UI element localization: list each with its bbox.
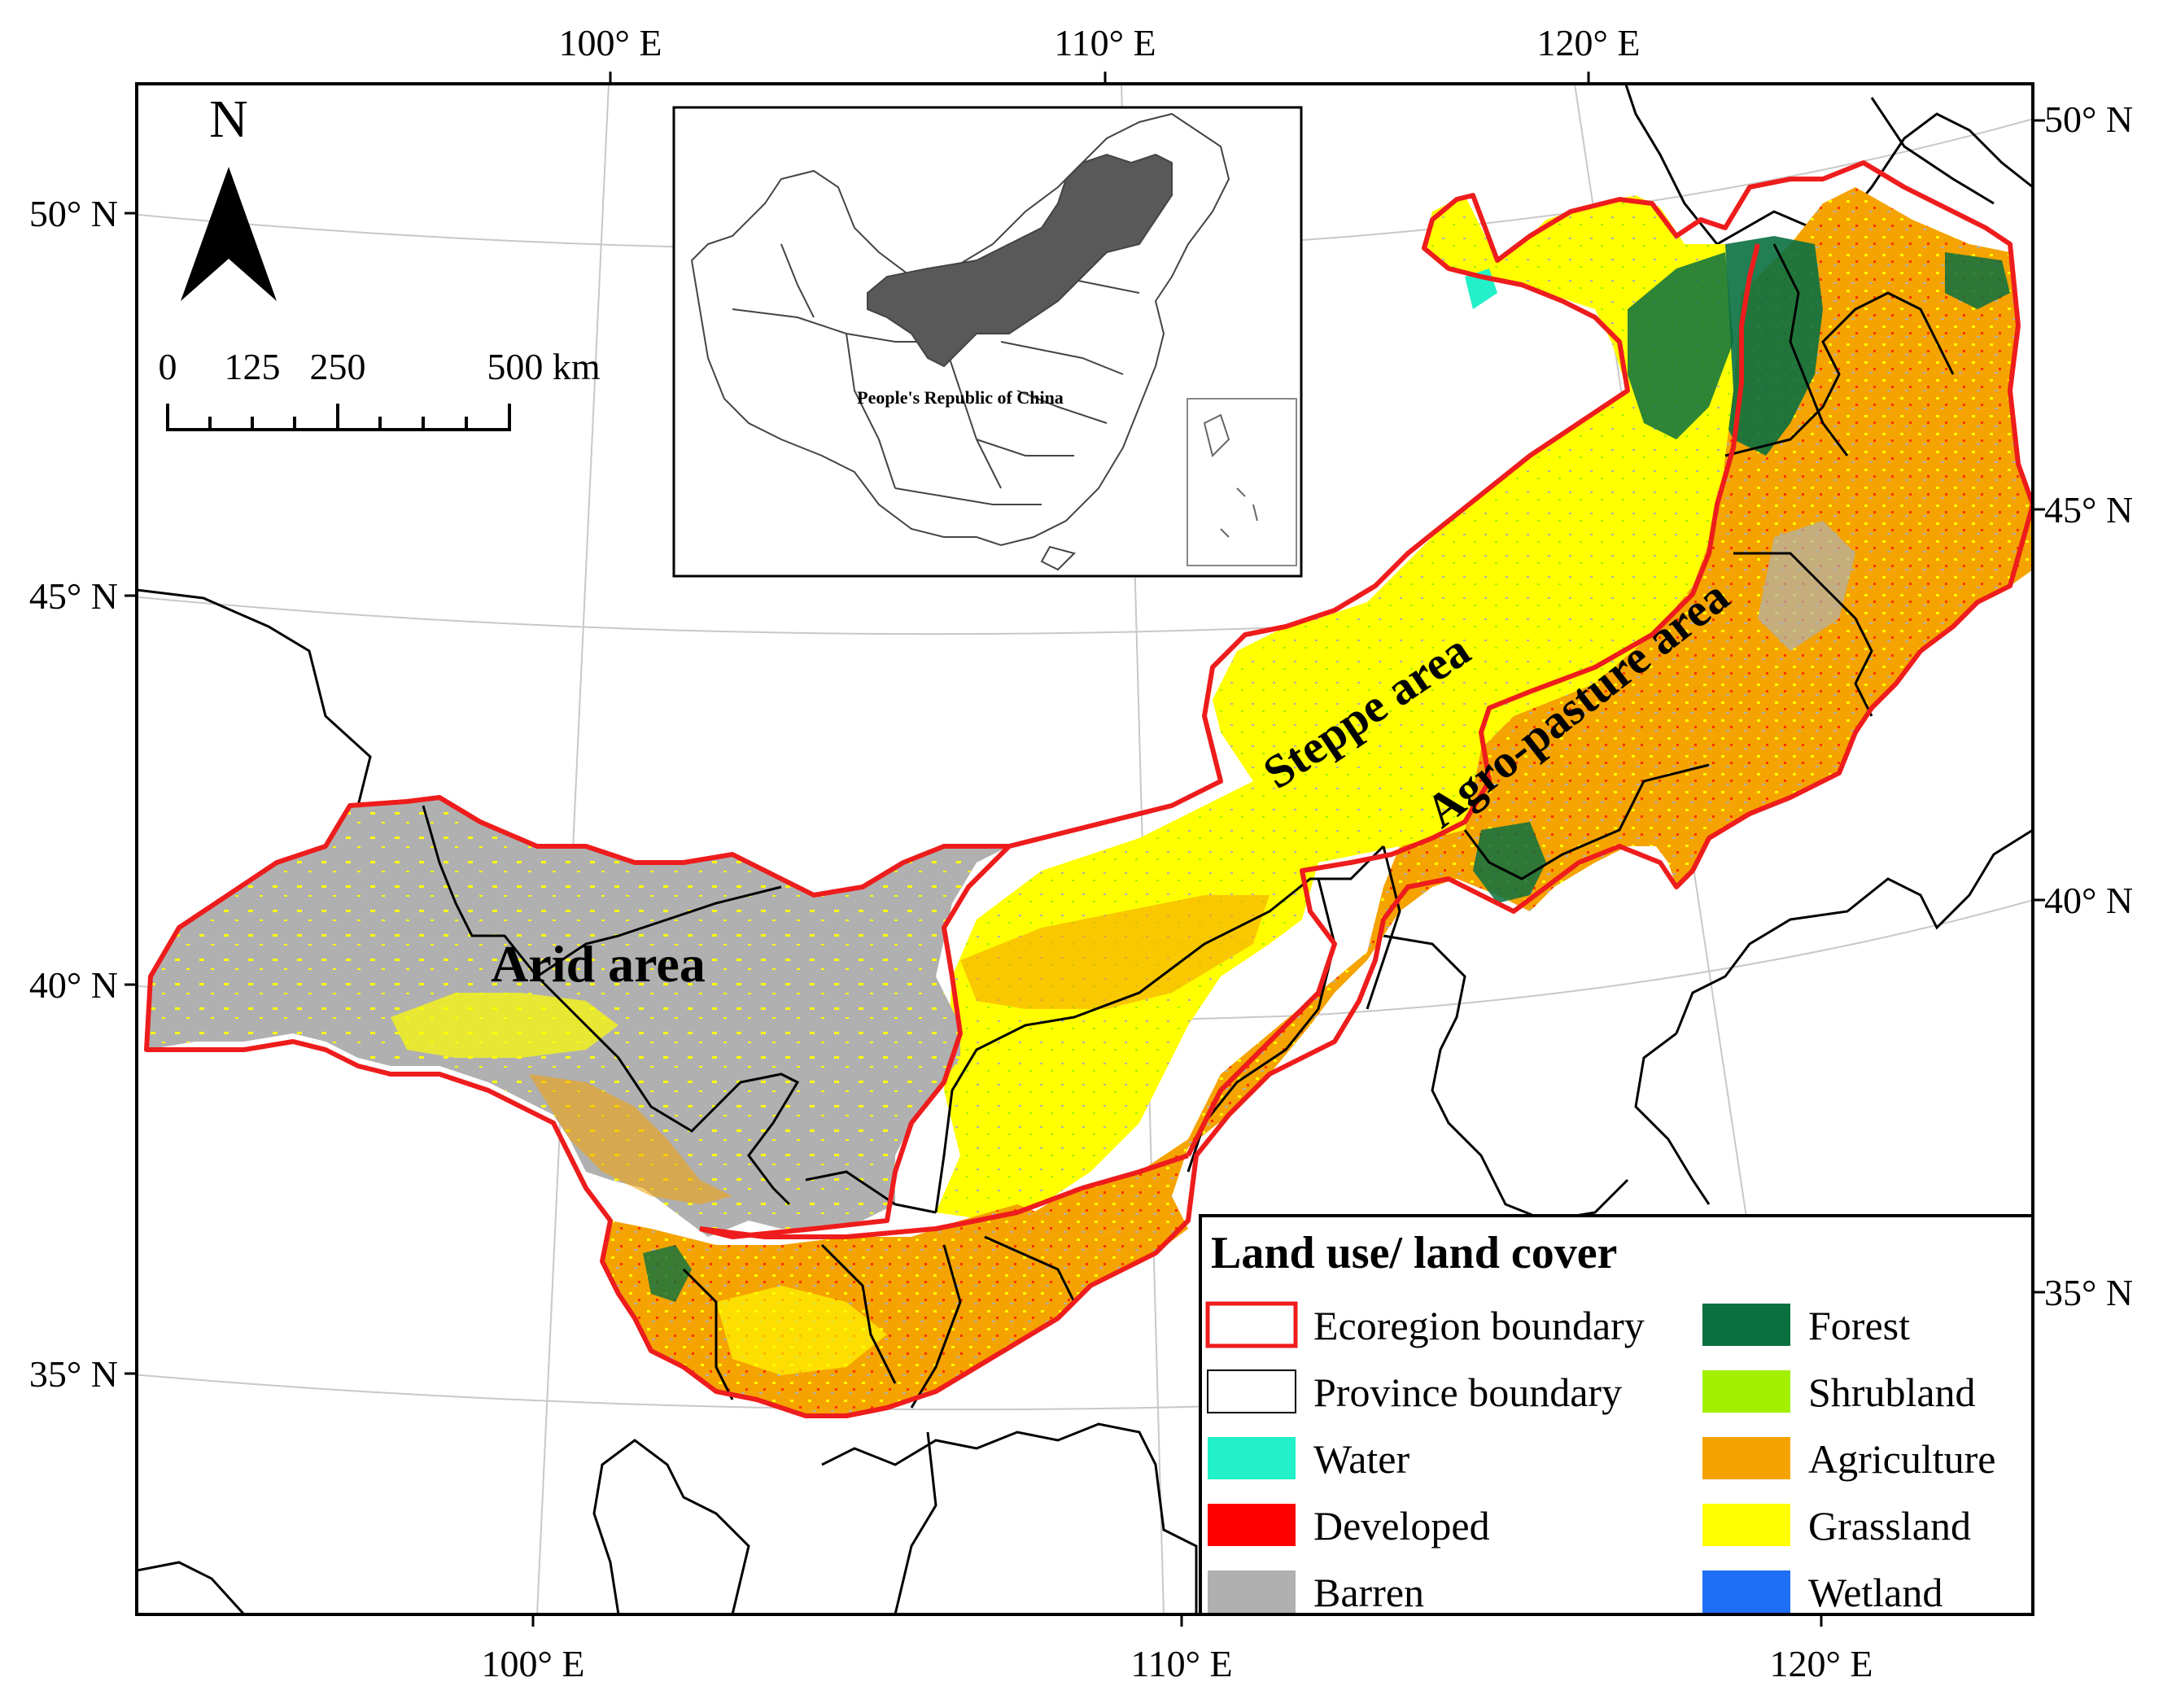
province-boundaries-context	[137, 84, 2033, 1614]
legend-frame	[1199, 1214, 2034, 1616]
inset-south-sea-box	[1187, 398, 1297, 566]
legend-swatch-wetland	[1702, 1570, 1790, 1613]
coord-right-35n: 35° N	[2044, 1272, 2133, 1313]
coord-labels-bottom: 100° E 110° E 120° E	[482, 1643, 1873, 1684]
legend-item-agriculture: Agriculture	[1702, 1436, 1995, 1482]
legend-swatch-barren	[1208, 1570, 1296, 1613]
legend-item-forest: Forest	[1702, 1303, 1910, 1348]
legend-item-grassland: Grassland	[1702, 1503, 1971, 1549]
legend-label-grassland: Grassland	[1808, 1503, 1971, 1549]
legend-swatch-ecoregion-boundary	[1205, 1301, 1298, 1348]
coord-top-110e: 110° E	[1054, 22, 1156, 63]
legend-label-forest: Forest	[1808, 1303, 1910, 1348]
north-arrow-icon	[181, 167, 277, 301]
coord-bottom-110e: 110° E	[1130, 1643, 1232, 1684]
legend-label-barren: Barren	[1313, 1570, 1424, 1615]
legend-items: Ecoregion boundary Province boundary Water…	[1205, 1301, 1995, 1615]
legend-item-developed: Developed	[1208, 1503, 1490, 1549]
coord-ticks	[125, 72, 2045, 1627]
coord-bottom-120e: 120° E	[1770, 1643, 1873, 1684]
arid-yellow-strip	[391, 993, 618, 1058]
scale-label-500km: 500 km	[487, 346, 601, 387]
scale-label-0: 0	[159, 346, 177, 387]
inset-study-area	[867, 153, 1173, 368]
legend-label-ecoregion-boundary: Ecoregion boundary	[1313, 1303, 1645, 1348]
north-arrow: N	[181, 90, 277, 301]
north-label: N	[209, 90, 248, 149]
legend-item-water: Water	[1208, 1436, 1409, 1482]
legend-item-wetland: Wetland	[1702, 1570, 1943, 1615]
legend-swatch-shrubland	[1702, 1370, 1790, 1413]
coord-right-40n: 40° N	[2044, 880, 2133, 921]
inset-map: People's Republic of China	[672, 106, 1303, 578]
forest-patch-ne2	[1945, 252, 2010, 309]
coord-right-45n: 45° N	[2044, 489, 2133, 531]
legend-label-shrubland: Shrubland	[1808, 1369, 1976, 1415]
coord-bottom-100e: 100° E	[482, 1643, 585, 1684]
coord-top-100e: 100° E	[559, 22, 662, 63]
scale-label-250: 250	[310, 346, 366, 387]
province-boundaries-internal	[422, 243, 1955, 1409]
legend-label-agriculture: Agriculture	[1808, 1436, 1995, 1482]
map-frame	[135, 82, 2034, 1616]
legend-label-wetland: Wetland	[1808, 1570, 1943, 1615]
legend-swatch-forest	[1702, 1304, 1790, 1346]
legend-label-developed: Developed	[1313, 1503, 1490, 1549]
legend-swatch-grassland	[1702, 1504, 1790, 1546]
coord-labels-left: 50° N 45° N 40° N 35° N	[29, 193, 118, 1395]
legend-swatch-province-boundary	[1207, 1369, 1296, 1413]
legend: Land use/ land cover Ecoregion boundary P…	[1199, 1214, 2034, 1616]
legend-label-water: Water	[1313, 1436, 1409, 1482]
inset-label: People's Republic of China	[857, 387, 1064, 408]
coord-left-40n: 40° N	[29, 964, 118, 1006]
south-grass	[716, 1286, 887, 1375]
legend-swatch-water	[1208, 1437, 1296, 1479]
scale-bar: 0 125 250 500 km	[159, 346, 601, 431]
coord-left-50n: 50° N	[29, 193, 118, 234]
legend-label-province-boundary: Province boundary	[1313, 1369, 1622, 1415]
coord-labels-right: 50° N 45° N 40° N 35° N	[2044, 98, 2133, 1313]
coord-left-45n: 45° N	[29, 575, 118, 617]
legend-item-barren: Barren	[1208, 1570, 1424, 1615]
legend-swatch-agriculture	[1702, 1437, 1790, 1479]
legend-item-province-boundary: Province boundary	[1207, 1369, 1622, 1415]
legend-title: Land use/ land cover	[1211, 1228, 1617, 1278]
inset-china-outline	[690, 112, 1230, 571]
forest-strip	[1628, 252, 1733, 439]
forest-patch-agro	[1473, 822, 1546, 903]
legend-swatch-developed	[1208, 1504, 1296, 1546]
coord-top-120e: 120° E	[1537, 22, 1641, 63]
agro-strip-steppe	[960, 895, 1270, 1009]
arid-agro-strip	[529, 1074, 732, 1204]
coord-right-50n: 50° N	[2044, 98, 2133, 140]
ecoregion-boundaries	[144, 160, 2033, 1418]
agro-pasture-main	[1465, 187, 2033, 879]
legend-item-shrubland: Shrubland	[1702, 1369, 1976, 1415]
legend-item-ecoregion-boundary: Ecoregion boundary	[1205, 1301, 1645, 1348]
coord-labels-top: 100° E 110° E 120° E	[559, 22, 1641, 63]
coord-left-35n: 35° N	[29, 1353, 118, 1395]
forest-south	[643, 1245, 692, 1302]
region-label-arid: Arid area	[491, 935, 706, 993]
scale-label-125: 125	[225, 346, 281, 387]
